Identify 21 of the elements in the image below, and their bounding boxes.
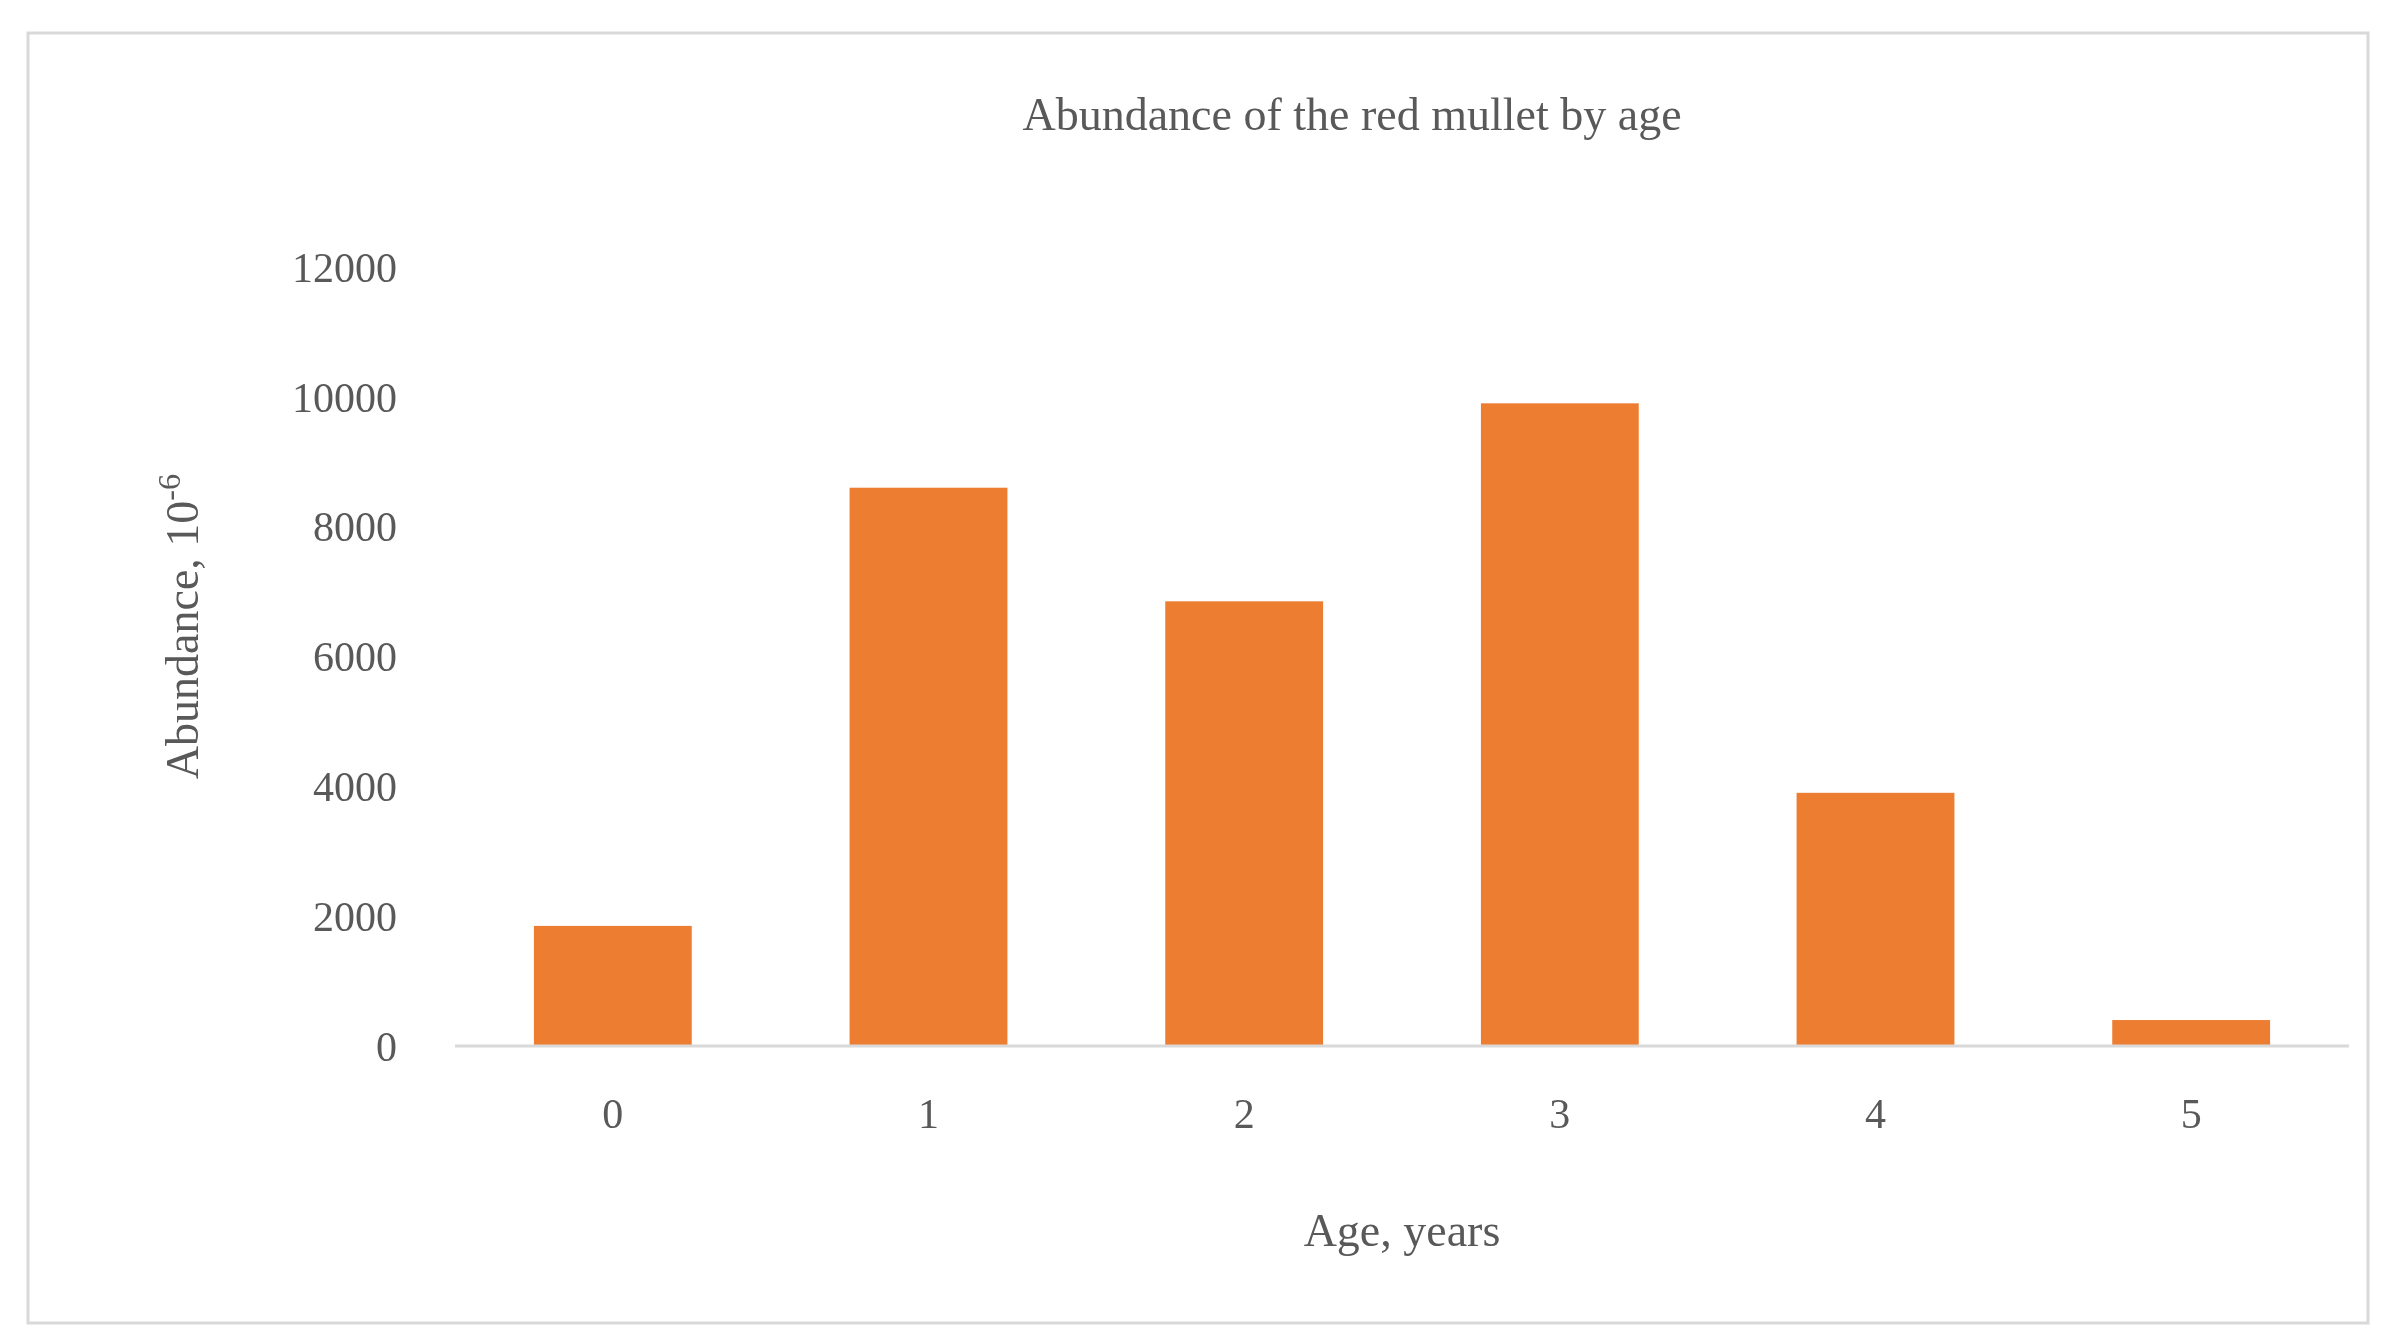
y-tick-label: 10000 — [292, 374, 397, 421]
x-tick-label: 5 — [2180, 1091, 2202, 1137]
x-tick-label: 1 — [918, 1091, 939, 1137]
y-tick-label: 2000 — [313, 893, 397, 940]
chart-title: Abundance of the red mullet by age — [1022, 89, 1682, 140]
x-axis-title: Age, years — [1303, 1205, 1501, 1256]
bar — [1480, 403, 1639, 1046]
y-tick-label: 12000 — [292, 244, 397, 291]
y-tick-label: 8000 — [313, 504, 397, 551]
bar — [1165, 601, 1324, 1046]
x-tick-label: 0 — [602, 1091, 624, 1137]
x-tick-label: 3 — [1549, 1091, 1571, 1137]
y-tick-label: 0 — [376, 1023, 397, 1070]
bar — [533, 925, 692, 1046]
x-tick-label: 2 — [1233, 1091, 1255, 1137]
bar — [1796, 792, 1955, 1046]
bar — [849, 487, 1008, 1046]
bar — [2112, 1020, 2271, 1046]
y-tick-label: 6000 — [313, 634, 397, 681]
y-tick-label: 4000 — [313, 764, 397, 811]
x-tick-label: 4 — [1865, 1091, 1886, 1137]
